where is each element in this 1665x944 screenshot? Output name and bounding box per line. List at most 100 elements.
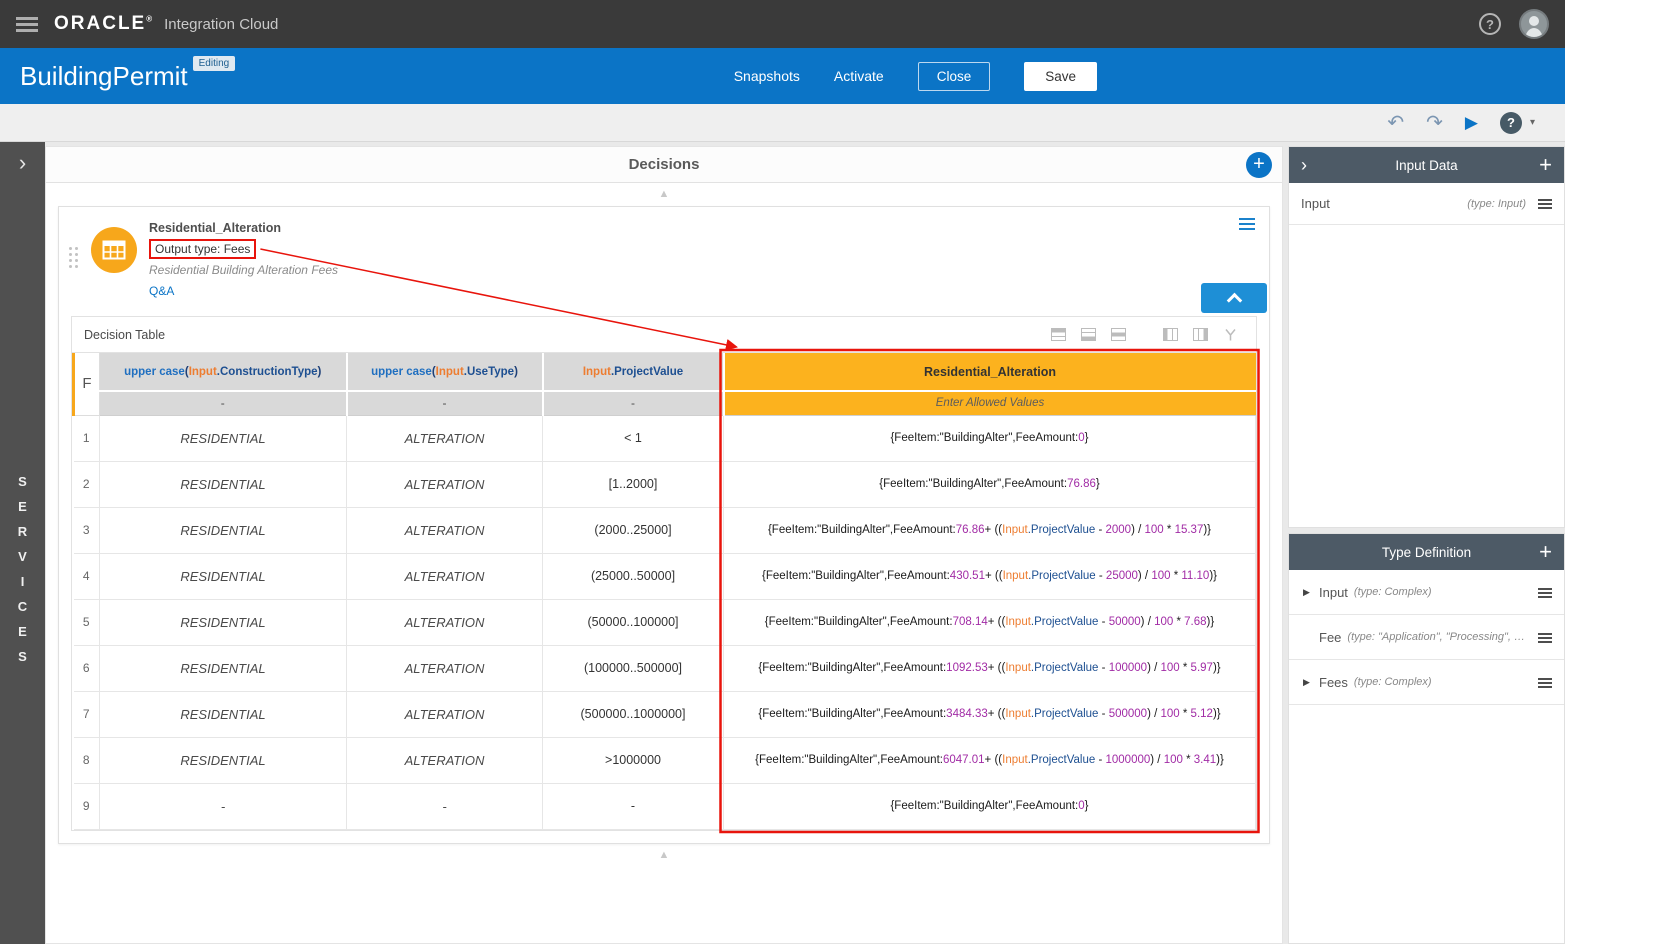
construction-type-cell[interactable]: RESIDENTIAL [99, 645, 347, 692]
output-expression-cell[interactable]: {FeeItem:"BuildingAlter",FeeAmount:708.1… [723, 599, 1256, 646]
save-button[interactable]: Save [1024, 61, 1097, 91]
item-menu-icon[interactable] [1538, 197, 1552, 210]
output-expression-cell[interactable]: {FeeItem:"BuildingAlter",FeeAmount:1092.… [723, 645, 1256, 692]
rule-number-cell[interactable]: 5 [73, 599, 100, 646]
decision-table-row: 7 RESIDENTIAL ALTERATION (500000..1000000]{… [73, 691, 1256, 738]
snapshots-link[interactable]: Snapshots [733, 68, 800, 84]
rule-number-cell[interactable]: 9 [73, 783, 100, 830]
project-value-cell[interactable]: (50000..100000] [542, 599, 724, 646]
rule-number-cell[interactable]: 4 [73, 553, 100, 600]
condition-column-header[interactable]: Input.ProjectValue [542, 353, 725, 391]
use-type-cell[interactable]: ALTERATION [346, 553, 543, 600]
condition-column-subheader[interactable]: - [346, 390, 544, 416]
input-data-item[interactable]: Input (type: Input) [1289, 183, 1564, 225]
output-column-subheader[interactable]: Enter Allowed Values [723, 390, 1256, 416]
project-value-cell[interactable]: < 1 [542, 415, 724, 462]
condition-column-header[interactable]: upper case(Input.ConstructionType) [99, 353, 348, 391]
output-expression-cell[interactable]: {FeeItem:"BuildingAlter",FeeAmount:3484.… [723, 691, 1256, 738]
decision-name[interactable]: Residential_Alteration [149, 221, 281, 235]
construction-type-cell[interactable]: RESIDENTIAL [99, 691, 347, 738]
delete-rule-icon[interactable] [1111, 328, 1126, 341]
construction-type-cell[interactable]: RESIDENTIAL [99, 737, 347, 784]
add-column-right-icon[interactable] [1193, 328, 1208, 341]
decision-card-header: Residential_Alteration Output type: Fees… [59, 207, 1269, 313]
type-def-item[interactable]: ▶ Input (type: Complex) [1289, 570, 1564, 615]
add-rule-below-icon[interactable] [1081, 328, 1096, 341]
global-topbar: ORACLE® Integration Cloud ? [0, 0, 1565, 48]
rule-number-cell[interactable]: 6 [73, 645, 100, 692]
split-column-icon[interactable] [1223, 328, 1238, 341]
use-type-cell[interactable]: ALTERATION [346, 461, 543, 508]
project-value-cell[interactable]: (100000..500000] [542, 645, 724, 692]
editor-toolbar: ↶ ↷ ▶ ? ▾ [0, 104, 1565, 142]
rule-number-cell[interactable]: 7 [73, 691, 100, 738]
project-value-cell[interactable]: - [542, 783, 724, 830]
project-value-cell[interactable]: (2000..25000] [542, 507, 724, 554]
add-input-data-button[interactable]: + [1539, 152, 1552, 177]
decision-menu-icon[interactable] [1239, 217, 1255, 230]
condition-column-subheader[interactable]: - [99, 390, 348, 416]
expand-services-icon[interactable]: › [18, 150, 27, 175]
output-column-header[interactable]: Residential_Alteration [723, 353, 1256, 391]
activate-link[interactable]: Activate [833, 68, 884, 84]
project-value-cell[interactable]: (500000..1000000] [542, 691, 724, 738]
hit-policy-cell[interactable]: F [72, 353, 100, 416]
condition-column-subheader[interactable]: - [542, 390, 725, 416]
construction-type-cell[interactable]: RESIDENTIAL [99, 599, 347, 646]
redo-icon[interactable]: ↷ [1426, 111, 1443, 134]
construction-type-cell[interactable]: RESIDENTIAL [99, 553, 347, 600]
close-button[interactable]: Close [917, 61, 991, 91]
expand-type-icon[interactable]: ▶ [1303, 676, 1310, 687]
item-menu-icon[interactable] [1538, 631, 1552, 644]
construction-type-cell[interactable]: RESIDENTIAL [99, 461, 347, 508]
item-menu-icon[interactable] [1538, 676, 1552, 689]
user-avatar[interactable] [1519, 9, 1549, 39]
collapse-decision-button[interactable] [1201, 283, 1267, 313]
output-expression-cell[interactable]: {FeeItem:"BuildingAlter",FeeAmount:76.86… [723, 507, 1256, 554]
rule-number-cell[interactable]: 3 [73, 507, 100, 554]
use-type-cell[interactable]: - [346, 783, 543, 830]
qa-link[interactable]: Q&A [149, 284, 175, 298]
rule-number-cell[interactable]: 8 [73, 737, 100, 784]
item-menu-icon[interactable] [1538, 586, 1552, 599]
global-menu-icon[interactable] [16, 17, 38, 32]
help-caret-down-icon[interactable]: ▾ [1529, 117, 1535, 128]
use-type-cell[interactable]: ALTERATION [346, 737, 543, 784]
add-type-definition-button[interactable]: + [1539, 539, 1552, 564]
use-type-cell[interactable]: ALTERATION [346, 691, 543, 738]
project-value-cell[interactable]: (25000..50000] [542, 553, 724, 600]
output-expression-cell[interactable]: {FeeItem:"BuildingAlter",FeeAmount:0} [723, 783, 1256, 830]
scroll-up-indicator[interactable]: ▲ [658, 188, 670, 200]
scroll-down-indicator[interactable]: ▲ [658, 848, 670, 861]
rule-number-cell[interactable]: 1 [73, 415, 100, 462]
construction-type-cell[interactable]: - [99, 783, 347, 830]
project-value-cell[interactable]: >1000000 [542, 737, 724, 784]
construction-type-cell[interactable]: RESIDENTIAL [99, 507, 347, 554]
use-type-cell[interactable]: ALTERATION [346, 645, 543, 692]
output-expression-cell[interactable]: {FeeItem:"BuildingAlter",FeeAmount:0} [723, 415, 1256, 462]
use-type-cell[interactable]: ALTERATION [346, 599, 543, 646]
project-value-cell[interactable]: [1..2000] [542, 461, 724, 508]
type-def-item[interactable]: ▶ Fees (type: Complex) [1289, 660, 1564, 705]
output-expression-cell[interactable]: {FeeItem:"BuildingAlter",FeeAmount:76.86… [723, 461, 1256, 508]
help-icon[interactable]: ? [1479, 13, 1501, 35]
rule-number-cell[interactable]: 2 [73, 461, 100, 508]
condition-column-header[interactable]: upper case(Input.UseType) [346, 353, 544, 391]
add-decision-button[interactable]: + [1246, 152, 1272, 178]
decision-table-row: 3 RESIDENTIAL ALTERATION (2000..25000] {FeeI… [73, 507, 1256, 554]
construction-type-cell[interactable]: RESIDENTIAL [99, 415, 347, 462]
run-test-icon[interactable]: ▶ [1464, 113, 1478, 132]
add-rule-above-icon[interactable] [1051, 328, 1066, 341]
undo-icon[interactable]: ↶ [1387, 111, 1405, 134]
add-column-left-icon[interactable] [1163, 328, 1178, 341]
use-type-cell[interactable]: ALTERATION [346, 415, 543, 462]
drag-handle-icon[interactable] [69, 247, 81, 271]
toolbar-help-icon[interactable]: ? [1499, 111, 1522, 134]
expand-type-icon[interactable]: ▶ [1303, 586, 1310, 597]
type-def-item[interactable]: Fee (type: "Application", "Processing", … [1289, 615, 1564, 660]
use-type-cell[interactable]: ALTERATION [346, 507, 543, 554]
output-expression-cell[interactable]: {FeeItem:"BuildingAlter",FeeAmount:6047.… [723, 737, 1256, 784]
output-expression-cell[interactable]: {FeeItem:"BuildingAlter",FeeAmount:430.5… [723, 553, 1256, 600]
services-rail-label[interactable]: SERVICES [15, 474, 30, 674]
collapse-input-data-icon[interactable]: › [1301, 155, 1307, 175]
